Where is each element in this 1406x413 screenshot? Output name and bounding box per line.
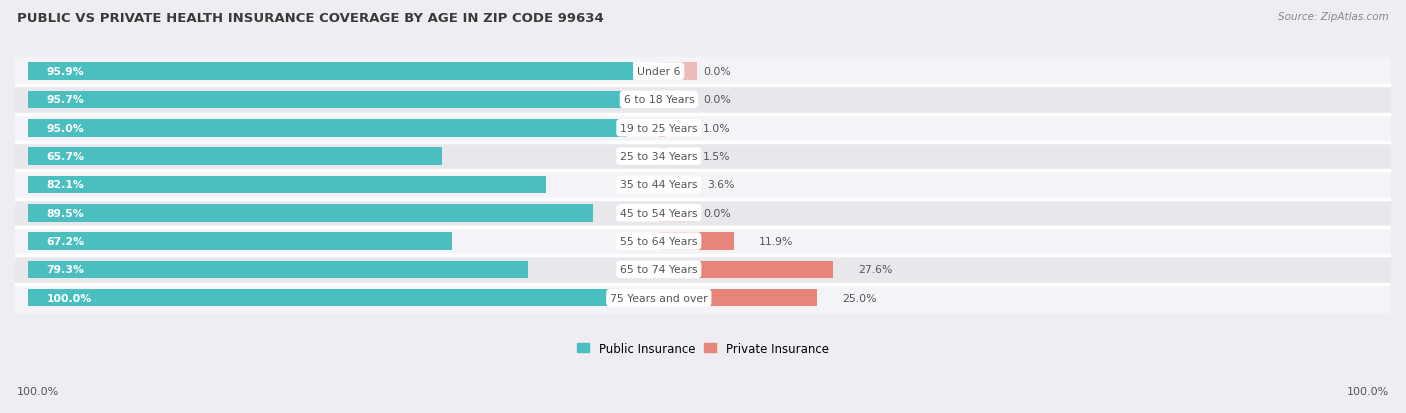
Text: 75 Years and over: 75 Years and over [610, 293, 707, 303]
Bar [15, 114, 1391, 142]
Text: 89.5%: 89.5% [46, 208, 84, 218]
Text: 95.0%: 95.0% [46, 123, 84, 133]
Text: 0.0%: 0.0% [703, 208, 731, 218]
Text: 25 to 34 Years: 25 to 34 Years [620, 152, 697, 161]
Bar [659, 176, 682, 194]
Text: 100.0%: 100.0% [1347, 387, 1389, 396]
Bar [15, 284, 1391, 312]
Text: Under 6: Under 6 [637, 67, 681, 77]
Text: 100.0%: 100.0% [46, 293, 91, 303]
Text: Source: ZipAtlas.com: Source: ZipAtlas.com [1278, 12, 1389, 22]
Bar [28, 289, 659, 307]
Bar [28, 261, 529, 278]
Text: 3.6%: 3.6% [707, 180, 734, 190]
Text: 11.9%: 11.9% [759, 237, 793, 247]
Text: 6 to 18 Years: 6 to 18 Years [623, 95, 695, 105]
Bar [659, 204, 697, 222]
Text: 25.0%: 25.0% [842, 293, 876, 303]
Text: 79.3%: 79.3% [46, 265, 84, 275]
Text: 1.0%: 1.0% [703, 123, 731, 133]
Bar [28, 204, 592, 222]
Text: 95.7%: 95.7% [46, 95, 84, 105]
Bar [15, 86, 1391, 114]
Bar [15, 199, 1391, 227]
Bar [28, 233, 451, 250]
Text: 45 to 54 Years: 45 to 54 Years [620, 208, 697, 218]
Bar [28, 63, 633, 81]
Text: 55 to 64 Years: 55 to 64 Years [620, 237, 697, 247]
Bar [659, 148, 668, 166]
Text: 67.2%: 67.2% [46, 237, 84, 247]
Text: 65.7%: 65.7% [46, 152, 84, 161]
Bar [15, 58, 1391, 86]
Bar [15, 171, 1391, 199]
Text: 95.9%: 95.9% [46, 67, 84, 77]
Text: PUBLIC VS PRIVATE HEALTH INSURANCE COVERAGE BY AGE IN ZIP CODE 99634: PUBLIC VS PRIVATE HEALTH INSURANCE COVER… [17, 12, 603, 25]
Bar [15, 142, 1391, 171]
Bar [659, 233, 734, 250]
Bar [659, 63, 697, 81]
Text: 35 to 44 Years: 35 to 44 Years [620, 180, 697, 190]
Bar [28, 148, 443, 166]
Bar [15, 227, 1391, 256]
Bar [659, 261, 832, 278]
Text: 27.6%: 27.6% [858, 265, 893, 275]
Bar [659, 91, 697, 109]
Text: 19 to 25 Years: 19 to 25 Years [620, 123, 697, 133]
Bar [28, 120, 627, 137]
Legend: Public Insurance, Private Insurance: Public Insurance, Private Insurance [572, 337, 834, 360]
Text: 0.0%: 0.0% [703, 95, 731, 105]
Text: 100.0%: 100.0% [17, 387, 59, 396]
Bar [28, 176, 546, 194]
Text: 1.5%: 1.5% [703, 152, 731, 161]
Bar [15, 256, 1391, 284]
Bar [659, 120, 665, 137]
Text: 65 to 74 Years: 65 to 74 Years [620, 265, 697, 275]
Bar [659, 289, 817, 307]
Text: 0.0%: 0.0% [703, 67, 731, 77]
Bar [28, 91, 631, 109]
Text: 82.1%: 82.1% [46, 180, 84, 190]
